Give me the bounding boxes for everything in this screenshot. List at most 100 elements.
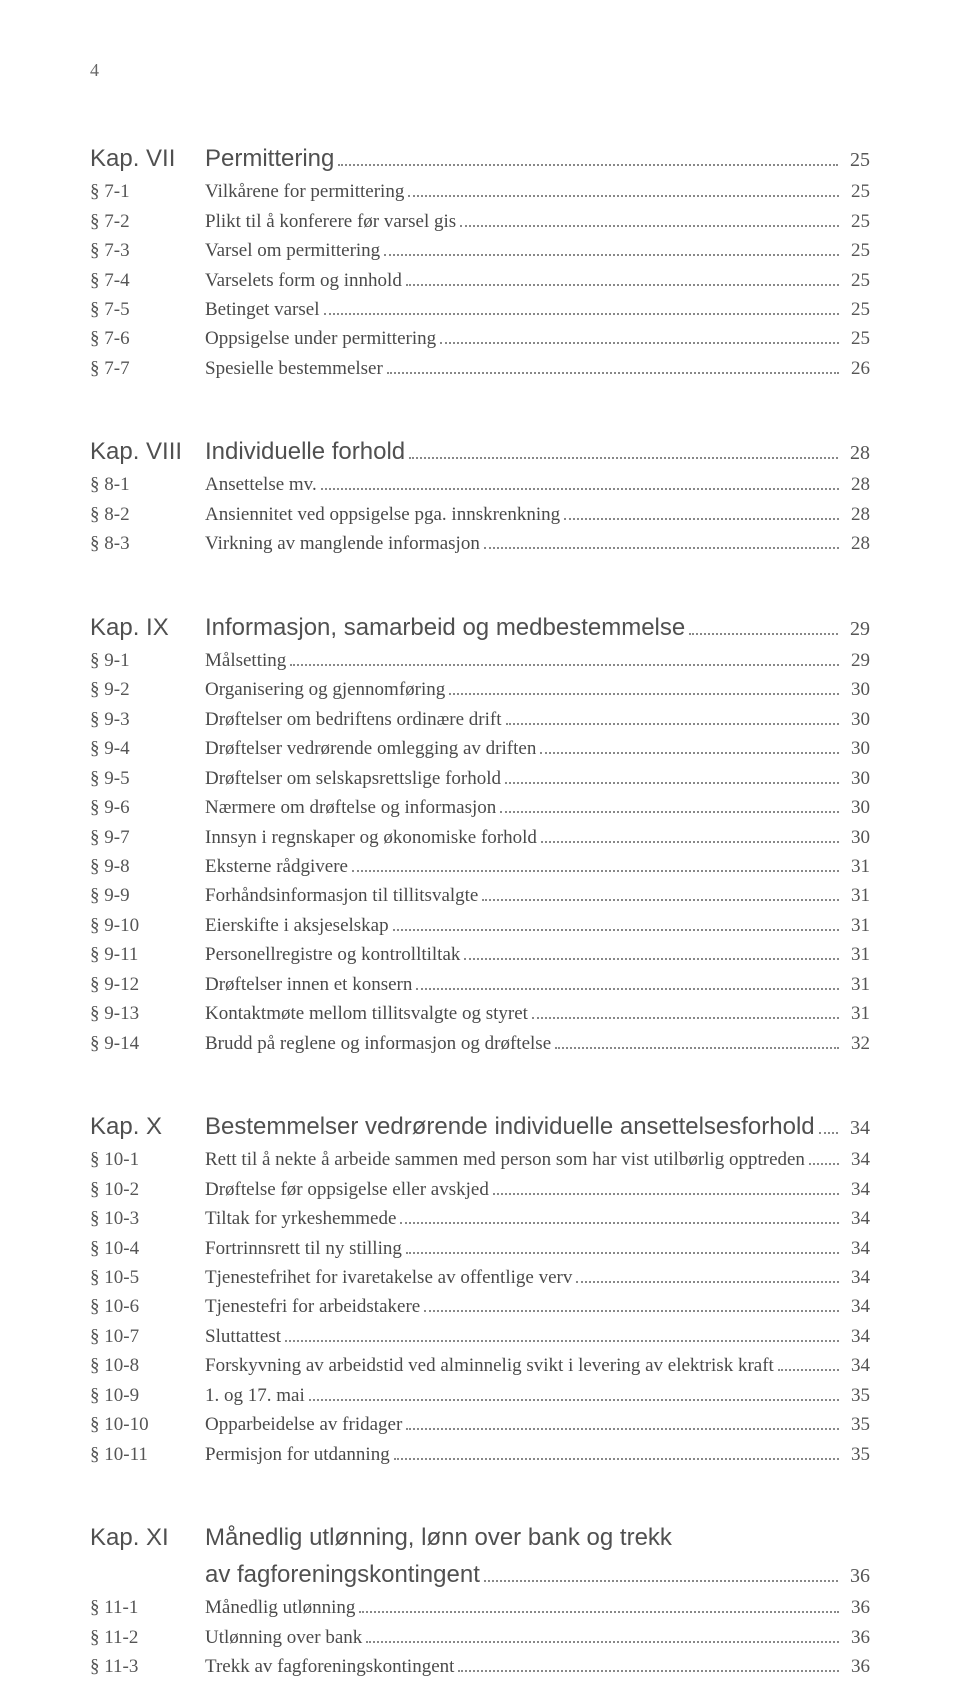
toc-item-row: § 11-1Månedlig utlønning36 xyxy=(90,1593,870,1622)
toc-item-row: § 10-8Forskyvning av arbeidstid ved almi… xyxy=(90,1351,870,1380)
toc-title-wrap: Brudd på reglene og informasjon og drøft… xyxy=(205,1029,843,1058)
toc-ref: § 7-2 xyxy=(90,207,205,236)
toc-title-wrap: Drøftelser om selskapsrettslige forhold xyxy=(205,764,843,793)
toc-page: 28 xyxy=(842,438,870,469)
toc-title-wrap: Ansiennitet ved oppsigelse pga. innskren… xyxy=(205,500,843,529)
toc-ref: § 10-4 xyxy=(90,1234,205,1263)
toc-page: 34 xyxy=(843,1292,870,1321)
toc-leader-dots xyxy=(493,1178,839,1194)
toc-page: 31 xyxy=(843,940,870,969)
toc-leader-dots xyxy=(387,357,839,373)
toc-leader-dots xyxy=(540,738,839,754)
toc-page: 31 xyxy=(843,970,870,999)
toc-page: 28 xyxy=(843,470,870,499)
toc-title-wrap: Utlønning over bank xyxy=(205,1623,843,1652)
toc-title-wrap: Varselets form og innhold xyxy=(205,266,843,295)
toc-page: 35 xyxy=(843,1381,870,1410)
toc-page: 29 xyxy=(843,646,870,675)
toc-ref: Kap. X xyxy=(90,1108,205,1145)
toc-item-row: § 10-4Fortrinnsrett til ny stilling34 xyxy=(90,1234,870,1263)
toc-item-row: § 9-6Nærmere om drøftelse og informasjon… xyxy=(90,793,870,822)
toc-leader-dots xyxy=(394,1443,839,1459)
toc-title: Tjenestefrihet for ivaretakelse av offen… xyxy=(205,1263,572,1292)
toc-chapter-row: Kap. IXInformasjon, samarbeid og medbest… xyxy=(90,609,870,646)
toc-title: Innsyn i regnskaper og økonomiske forhol… xyxy=(205,823,537,852)
toc-ref: § 9-8 xyxy=(90,852,205,881)
toc-item-row: § 9-12Drøftelser innen et konsern31 xyxy=(90,970,870,999)
toc-item-row: § 7-6Oppsigelse under permittering25 xyxy=(90,324,870,353)
toc-title: Drøftelse før oppsigelse eller avskjed xyxy=(205,1175,489,1204)
toc-title-wrap: Tjenestefrihet for ivaretakelse av offen… xyxy=(205,1263,843,1292)
toc-item-row: § 9-3Drøftelser om bedriftens ordinære d… xyxy=(90,705,870,734)
toc-ref: § 10-8 xyxy=(90,1351,205,1380)
toc-title-wrap: Drøftelser om bedriftens ordinære drift xyxy=(205,705,843,734)
toc-leader-dots xyxy=(406,269,839,285)
toc-title: Organisering og gjennomføring xyxy=(205,675,445,704)
toc-leader-dots xyxy=(484,1566,838,1582)
toc-item-row: § 7-2Plikt til å konferere før varsel gi… xyxy=(90,207,870,236)
toc-page: 36 xyxy=(843,1623,870,1652)
toc-title: Fortrinnsrett til ny stilling xyxy=(205,1234,402,1263)
toc-item-row: § 9-13Kontaktmøte mellom tillitsvalgte o… xyxy=(90,999,870,1028)
toc-title-wrap: Drøftelser vedrørende omlegging av drift… xyxy=(205,734,843,763)
toc-title: Bestemmelser vedrørende individuelle ans… xyxy=(205,1108,815,1145)
toc-title: Plikt til å konferere før varsel gis xyxy=(205,207,456,236)
toc-leader-dots xyxy=(424,1296,839,1312)
toc-title: Varsel om permittering xyxy=(205,236,380,265)
toc-title-wrap: av fagforeningskontingent xyxy=(205,1556,842,1593)
toc-title: Eksterne rådgivere xyxy=(205,852,348,881)
toc-title-wrap: Individuelle forhold xyxy=(205,433,842,470)
toc-title: Brudd på reglene og informasjon og drøft… xyxy=(205,1029,551,1058)
toc-leader-dots xyxy=(449,679,839,695)
toc-ref: § 7-7 xyxy=(90,354,205,383)
toc-page: 32 xyxy=(843,1029,870,1058)
toc-title: Tiltak for yrkeshemmede xyxy=(205,1204,396,1233)
toc-ref: § 10-3 xyxy=(90,1204,205,1233)
toc-title: Personellregistre og kontrolltiltak xyxy=(205,940,460,969)
toc-leader-dots xyxy=(819,1118,838,1134)
toc-title-wrap: Forhåndsinformasjon til tillitsvalgte xyxy=(205,881,843,910)
toc-title-wrap: Plikt til å konferere før varsel gis xyxy=(205,207,843,236)
toc-item-row: § 9-2Organisering og gjennomføring30 xyxy=(90,675,870,704)
toc-page: 29 xyxy=(842,614,870,645)
toc-leader-dots xyxy=(384,240,839,256)
toc-title-wrap: Nærmere om drøftelse og informasjon xyxy=(205,793,843,822)
toc-title: Forskyvning av arbeidstid ved alminnelig… xyxy=(205,1351,774,1380)
toc-title: Trekk av fagforeningskontingent xyxy=(205,1652,454,1681)
toc-page: 30 xyxy=(843,764,870,793)
toc-leader-dots xyxy=(482,885,839,901)
toc-item-row: § 7-5Betinget varsel25 xyxy=(90,295,870,324)
toc-ref: Kap. IX xyxy=(90,609,205,646)
toc-ref: § 7-1 xyxy=(90,177,205,206)
toc-title-wrap: Månedlig utlønning, lønn over bank og tr… xyxy=(205,1519,862,1556)
toc-leader-dots xyxy=(400,1208,839,1224)
toc-chapter-block: Kap. VIIIIndividuelle forhold28§ 8-1Anse… xyxy=(90,433,870,559)
toc-item-row: § 9-1Målsetting29 xyxy=(90,646,870,675)
toc-leader-dots xyxy=(464,944,839,960)
toc-ref: § 9-4 xyxy=(90,734,205,763)
document-page: 4 Kap. VIIPermittering25§ 7-1Vilkårene f… xyxy=(0,0,960,1607)
toc-title: 1. og 17. mai xyxy=(205,1381,305,1410)
toc-title: Målsetting xyxy=(205,646,286,675)
toc-ref: § 11-1 xyxy=(90,1593,205,1622)
toc-item-row: § 10-3Tiltak for yrkeshemmede34 xyxy=(90,1204,870,1233)
toc-ref: § 10-9 xyxy=(90,1381,205,1410)
toc-title-wrap: Varsel om permittering xyxy=(205,236,843,265)
toc-ref: § 11-3 xyxy=(90,1652,205,1681)
toc-title-wrap: Innsyn i regnskaper og økonomiske forhol… xyxy=(205,823,843,852)
toc-title: Drøftelser om selskapsrettslige forhold xyxy=(205,764,501,793)
toc-leader-dots xyxy=(290,650,839,666)
toc-title-wrap: Månedlig utlønning xyxy=(205,1593,843,1622)
toc-ref: § 9-3 xyxy=(90,705,205,734)
toc-title-wrap: Trekk av fagforeningskontingent xyxy=(205,1652,843,1681)
toc-title: Permisjon for utdanning xyxy=(205,1440,390,1469)
toc-item-row: § 9-10Eierskifte i aksjeselskap31 xyxy=(90,911,870,940)
toc-leader-dots xyxy=(576,1267,839,1283)
toc-item-row: § 10-6Tjenestefri for arbeidstakere34 xyxy=(90,1292,870,1321)
toc-page: 25 xyxy=(843,236,870,265)
toc-ref: § 10-11 xyxy=(90,1440,205,1469)
toc-page: 25 xyxy=(842,145,870,176)
page-number: 4 xyxy=(90,60,99,81)
toc-item-row: § 10-11Permisjon for utdanning35 xyxy=(90,1440,870,1469)
toc-title-wrap: Bestemmelser vedrørende individuelle ans… xyxy=(205,1108,842,1145)
